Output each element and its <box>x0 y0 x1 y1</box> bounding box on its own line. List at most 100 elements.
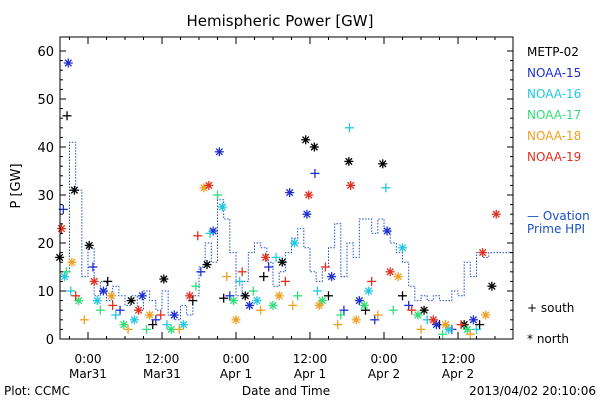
point-noaa-17-north <box>359 300 369 310</box>
point-noaa-18-south <box>256 305 266 315</box>
point-noaa-18-north <box>441 320 451 330</box>
point-metp-02-north <box>159 274 169 284</box>
point-noaa-19-north <box>346 180 356 190</box>
point-metp-02-south <box>259 272 269 282</box>
point-noaa-15-north <box>285 188 295 198</box>
point-noaa-15-south <box>370 315 380 325</box>
point-noaa-15-north <box>468 315 478 325</box>
x-tick-label-date: Mar31 <box>143 367 181 381</box>
point-noaa-18-south <box>174 324 184 334</box>
point-noaa-19-north <box>304 190 314 200</box>
point-noaa-18-south <box>333 320 343 330</box>
ovation-hpi-line <box>63 141 513 321</box>
point-noaa-16-north <box>129 315 139 325</box>
point-noaa-17-south <box>191 281 201 291</box>
point-noaa-19-south <box>71 291 81 301</box>
point-noaa-18-south <box>465 329 475 339</box>
point-noaa-17-north <box>413 310 423 320</box>
x-tick-label-time: 0:00 <box>371 352 398 366</box>
point-noaa-17-south <box>248 286 258 296</box>
point-noaa-19-north <box>385 267 395 277</box>
point-noaa-17-north <box>229 296 239 306</box>
point-metp-02-north <box>69 185 79 195</box>
point-noaa-17-north <box>166 324 176 334</box>
point-metp-02-south <box>188 296 198 306</box>
point-noaa-19-south <box>280 276 290 286</box>
chart-title: Hemispheric Power [GW] <box>187 12 374 30</box>
point-noaa-16-south <box>205 228 215 238</box>
x-tick-label-time: 0:00 <box>223 352 250 366</box>
point-noaa-16-south <box>381 183 391 193</box>
point-metp-02-south <box>324 291 333 301</box>
point-noaa-19-north <box>204 180 214 190</box>
point-noaa-19-south <box>193 231 203 241</box>
point-noaa-15-north <box>245 300 255 310</box>
point-noaa-15-north <box>137 291 147 301</box>
point-noaa-17-north <box>74 296 84 306</box>
x-tick-label-time: 0:00 <box>75 352 102 366</box>
point-metp-02-south <box>103 276 113 286</box>
y-tick-label: 60 <box>37 45 54 60</box>
point-noaa-18-south <box>222 272 232 282</box>
point-noaa-15-north <box>354 296 364 306</box>
point-noaa-15-north <box>431 320 441 330</box>
point-noaa-19-north <box>491 209 501 219</box>
point-noaa-18-south <box>79 315 89 325</box>
point-noaa-19-south <box>456 320 466 330</box>
point-noaa-16-south <box>111 310 121 320</box>
point-noaa-16-north <box>60 272 70 282</box>
point-metp-02-north <box>84 240 94 250</box>
point-noaa-15-north <box>214 147 224 157</box>
point-metp-02-north <box>344 156 354 166</box>
point-metp-02-south <box>398 291 407 301</box>
point-noaa-15-south <box>264 262 274 272</box>
point-noaa-15-south <box>115 305 125 315</box>
point-noaa-18-north <box>106 291 116 301</box>
point-metp-02-north <box>309 142 319 152</box>
point-noaa-15-south <box>225 291 235 301</box>
legend-metp-02: METP-02 <box>527 45 579 59</box>
x-tick-label-time: 12:00 <box>441 352 476 366</box>
y-tick-label: 30 <box>37 189 54 204</box>
point-noaa-19-south <box>407 305 417 315</box>
point-metp-02-north <box>202 260 212 270</box>
y-axis-label: P [GW] <box>9 163 24 208</box>
point-noaa-19-south <box>320 262 330 272</box>
point-noaa-18-south <box>373 310 383 320</box>
point-noaa-19-north <box>134 305 144 315</box>
point-noaa-17-north <box>268 300 278 310</box>
point-noaa-19-south <box>367 276 377 286</box>
point-noaa-16-south <box>472 324 481 334</box>
point-noaa-19-north <box>428 315 438 325</box>
plot-frame <box>59 36 514 340</box>
point-noaa-17-south <box>388 305 398 315</box>
x-axis-label: Date and Time <box>242 384 330 398</box>
point-noaa-18-south <box>416 324 426 334</box>
point-metp-02-north <box>301 135 311 145</box>
point-noaa-19-north <box>478 248 488 258</box>
point-noaa-18-north <box>351 315 361 325</box>
x-tick-label-date: Apr 2 <box>368 367 400 381</box>
point-noaa-19-north <box>56 224 66 234</box>
point-metp-02-north <box>277 257 287 267</box>
point-noaa-15-south <box>88 262 98 272</box>
point-metp-02-south <box>475 320 485 330</box>
data-points-layer <box>55 58 501 339</box>
legend-north: * north <box>527 332 569 346</box>
legend-noaa-15: NOAA-15 <box>527 66 581 80</box>
point-noaa-18-north <box>393 272 403 282</box>
point-noaa-15-north <box>382 226 392 236</box>
point-noaa-19-north <box>185 291 195 301</box>
legend: METP-02 NOAA-15 NOAA-16 NOAA-17 NOAA-18 NOAA-… <box>527 45 590 346</box>
point-noaa-17-north <box>462 324 472 334</box>
point-noaa-18-north <box>314 300 324 310</box>
footer-timestamp: 2013/04/02 20:10:06 <box>469 384 596 398</box>
point-noaa-17-south <box>142 324 152 334</box>
point-noaa-17-south <box>213 190 222 200</box>
point-noaa-17-north <box>119 320 129 330</box>
point-noaa-18-north <box>145 310 155 320</box>
point-noaa-18-north <box>481 310 491 320</box>
point-noaa-15-north <box>302 209 312 219</box>
